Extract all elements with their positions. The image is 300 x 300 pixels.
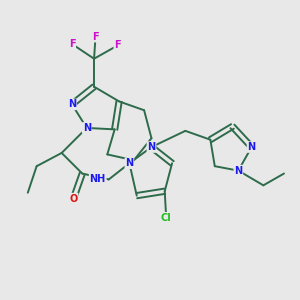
Text: N: N [147,142,155,152]
Text: Cl: Cl [161,213,172,223]
Text: N: N [82,123,91,133]
Text: F: F [114,40,121,50]
Text: N: N [68,99,76,110]
Text: F: F [69,39,75,49]
Text: F: F [92,32,99,42]
Text: N: N [248,142,256,152]
Text: O: O [69,194,78,204]
Text: NH: NH [90,174,106,184]
Text: N: N [125,158,134,168]
Text: N: N [234,166,242,176]
